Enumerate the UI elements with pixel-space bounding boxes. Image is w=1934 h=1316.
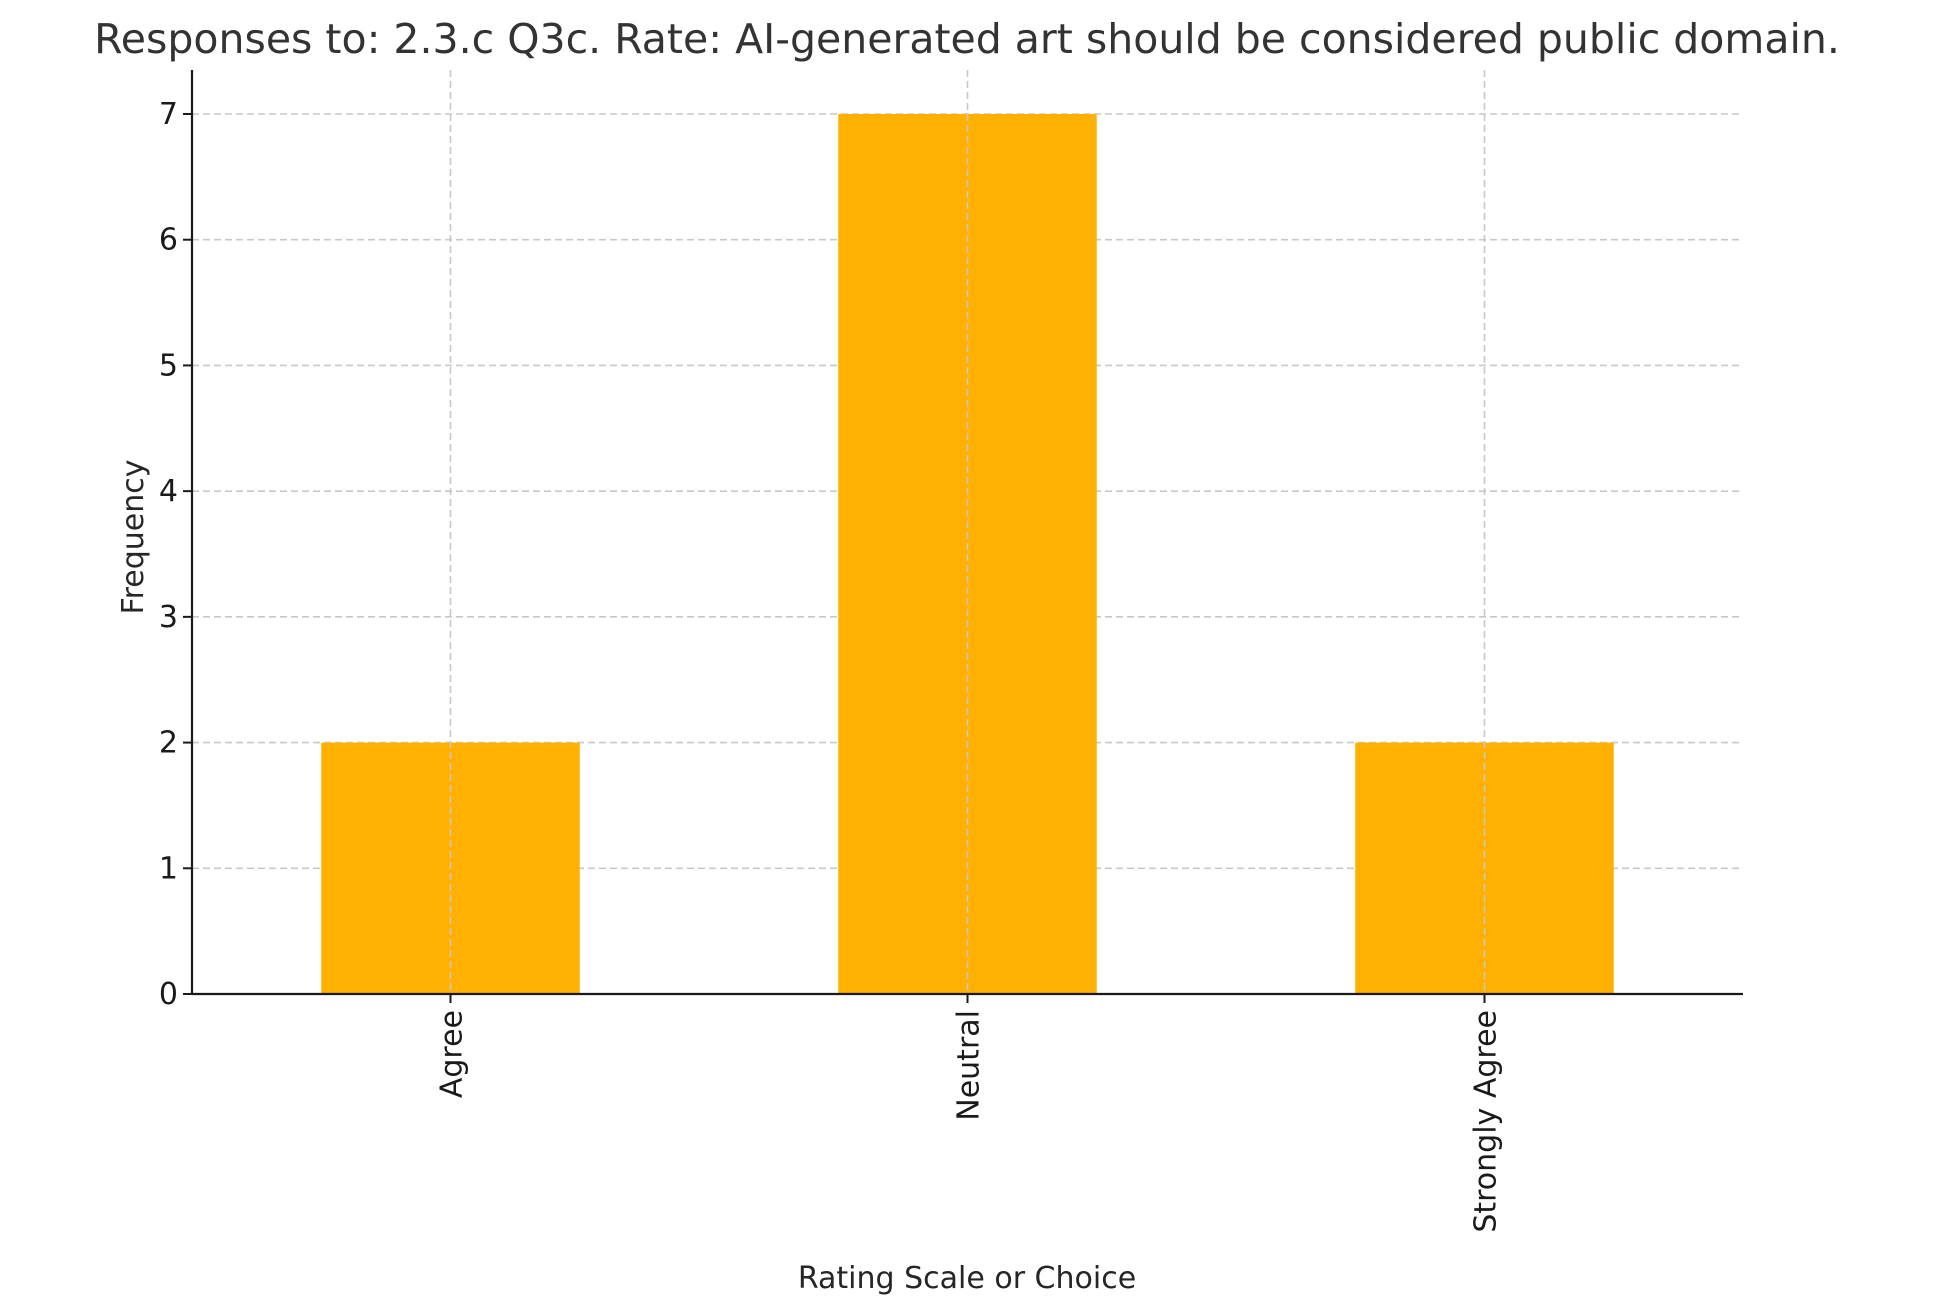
x-gridlines [449,70,1486,994]
y-tick-label: 0 [159,977,178,1012]
y-axis-label: Frequency [116,460,151,615]
y-tick-label: 1 [159,851,178,886]
x-axis-ticks: Agree Neutral Strongly Agree [435,994,1504,1233]
chart-title: Responses to: 2.3.c Q3c. Rate: AI-genera… [94,15,1840,63]
y-tick-label: 6 [159,223,178,258]
x-tick-label: Strongly Agree [1469,1010,1504,1233]
x-tick-label: Neutral [952,1010,987,1121]
y-tick-label: 3 [159,600,178,635]
y-tick-label: 5 [159,348,178,383]
y-axis-ticks: 0 1 2 3 4 5 6 7 [159,97,192,1012]
y-tick-label: 2 [159,726,178,761]
y-tick-label: 4 [159,474,178,509]
x-tick-label: Agree [435,1010,470,1098]
y-tick-label: 7 [159,97,178,132]
x-axis-label: Rating Scale or Choice [798,1261,1136,1296]
